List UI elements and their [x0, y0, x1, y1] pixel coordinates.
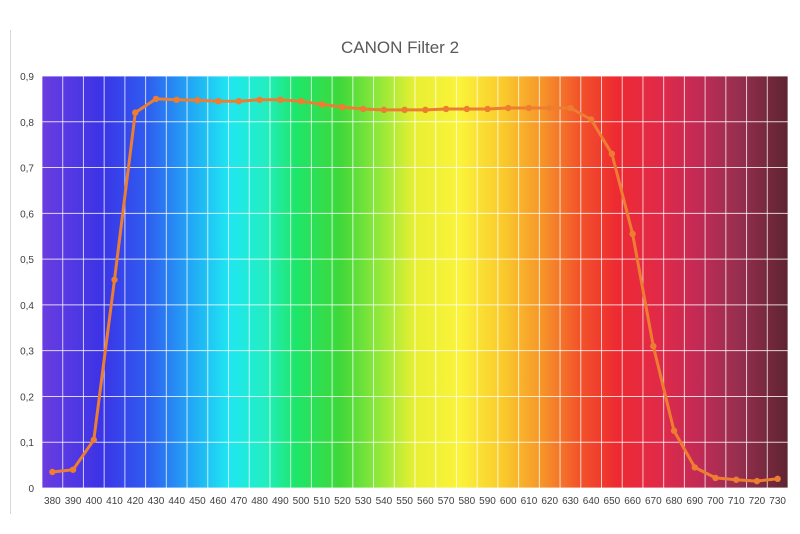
y-tick-label: 0,6 — [20, 209, 34, 220]
data-point — [339, 103, 346, 111]
x-tick-label: 500 — [293, 496, 310, 507]
data-point — [774, 475, 781, 483]
x-tick-label: 540 — [376, 496, 393, 507]
x-tick-label: 730 — [769, 496, 786, 507]
data-point — [484, 105, 491, 113]
data-point — [235, 97, 243, 105]
y-tick-label: 0,5 — [20, 255, 34, 266]
data-point — [297, 97, 305, 105]
x-tick-label: 420 — [127, 496, 144, 507]
data-point — [90, 436, 98, 444]
x-tick-label: 720 — [749, 496, 766, 507]
y-tick-label: 0,9 — [20, 72, 34, 83]
chart-title: CANON Filter 2 — [340, 38, 460, 57]
x-tick-label: 690 — [686, 496, 703, 507]
data-point — [691, 464, 698, 471]
data-point — [712, 474, 719, 482]
x-tick-label: 510 — [313, 496, 330, 507]
y-tick-label: 0,1 — [20, 438, 34, 449]
y-tick-label: 0,3 — [20, 347, 34, 358]
x-tick-label: 600 — [500, 496, 517, 507]
x-tick-label: 470 — [231, 496, 248, 507]
data-point — [608, 150, 616, 158]
series-line — [52, 97, 778, 483]
x-tick-label: 530 — [355, 496, 372, 507]
x-tick-label: 390 — [65, 496, 82, 507]
chart-frame — [10, 30, 793, 514]
data-point — [505, 104, 512, 112]
data-point — [152, 95, 160, 103]
y-tick-label: 0,2 — [20, 392, 34, 403]
data-point — [629, 230, 636, 238]
data-point — [132, 109, 139, 116]
data-point — [256, 96, 263, 104]
data-point — [49, 468, 56, 476]
x-tick-label: 660 — [624, 496, 641, 507]
data-point — [111, 276, 118, 283]
data-point — [380, 106, 388, 114]
x-tick-label: 630 — [562, 496, 579, 507]
data-point — [277, 96, 284, 104]
y-tick-label: 0,8 — [20, 118, 34, 129]
data-point — [194, 97, 201, 104]
series-points — [49, 95, 781, 485]
data-point — [359, 105, 367, 113]
x-tick-label: 610 — [521, 496, 538, 507]
x-tick-label: 580 — [458, 496, 475, 507]
x-tick-label: 480 — [251, 496, 268, 507]
x-tick-label: 520 — [334, 496, 351, 507]
data-point — [525, 104, 533, 112]
data-point — [422, 106, 429, 114]
data-point — [650, 342, 657, 350]
y-tick-label: 0 — [28, 484, 34, 495]
x-tick-label: 590 — [479, 496, 496, 507]
x-tick-label: 710 — [728, 496, 745, 507]
x-axis-ticks: 380 390 400 410 420 430 440 450 460 470 480 490 500 5… — [44, 496, 786, 507]
x-tick-label: 560 — [417, 496, 434, 507]
x-tick-label: 460 — [210, 496, 227, 507]
x-tick-label: 450 — [189, 496, 206, 507]
y-tick-label: 0,4 — [20, 301, 34, 312]
data-point — [567, 104, 574, 112]
x-tick-label: 570 — [438, 496, 455, 507]
data-point — [546, 104, 553, 112]
x-tick-label: 670 — [645, 496, 662, 507]
y-tick-label: 0,7 — [20, 164, 34, 175]
x-tick-label: 400 — [85, 496, 102, 507]
x-tick-label: 700 — [707, 496, 724, 507]
x-tick-label: 490 — [272, 496, 289, 507]
x-tick-label: 550 — [396, 496, 413, 507]
data-point — [463, 105, 471, 113]
x-tick-label: 680 — [666, 496, 683, 507]
data-point — [318, 101, 325, 108]
data-point — [401, 106, 408, 114]
x-tick-label: 430 — [148, 496, 165, 507]
data-point — [173, 96, 180, 104]
data-point — [69, 466, 77, 473]
x-tick-label: 650 — [604, 496, 621, 507]
y-axis-ticks: 0 0,1 0,2 0,3 0,4 0,5 0,6 0,7 0,8 0,9 — [20, 72, 34, 495]
x-tick-label: 410 — [106, 496, 123, 507]
data-point — [442, 105, 450, 113]
data-point — [753, 477, 761, 485]
x-tick-label: 620 — [541, 496, 558, 507]
data-point — [670, 427, 678, 434]
x-tick-label: 440 — [168, 496, 185, 507]
data-point — [587, 116, 595, 123]
x-tick-label: 640 — [583, 496, 600, 507]
data-point — [214, 97, 222, 105]
gridlines — [41, 75, 789, 489]
x-tick-label: 380 — [44, 496, 61, 507]
data-point — [732, 476, 740, 483]
